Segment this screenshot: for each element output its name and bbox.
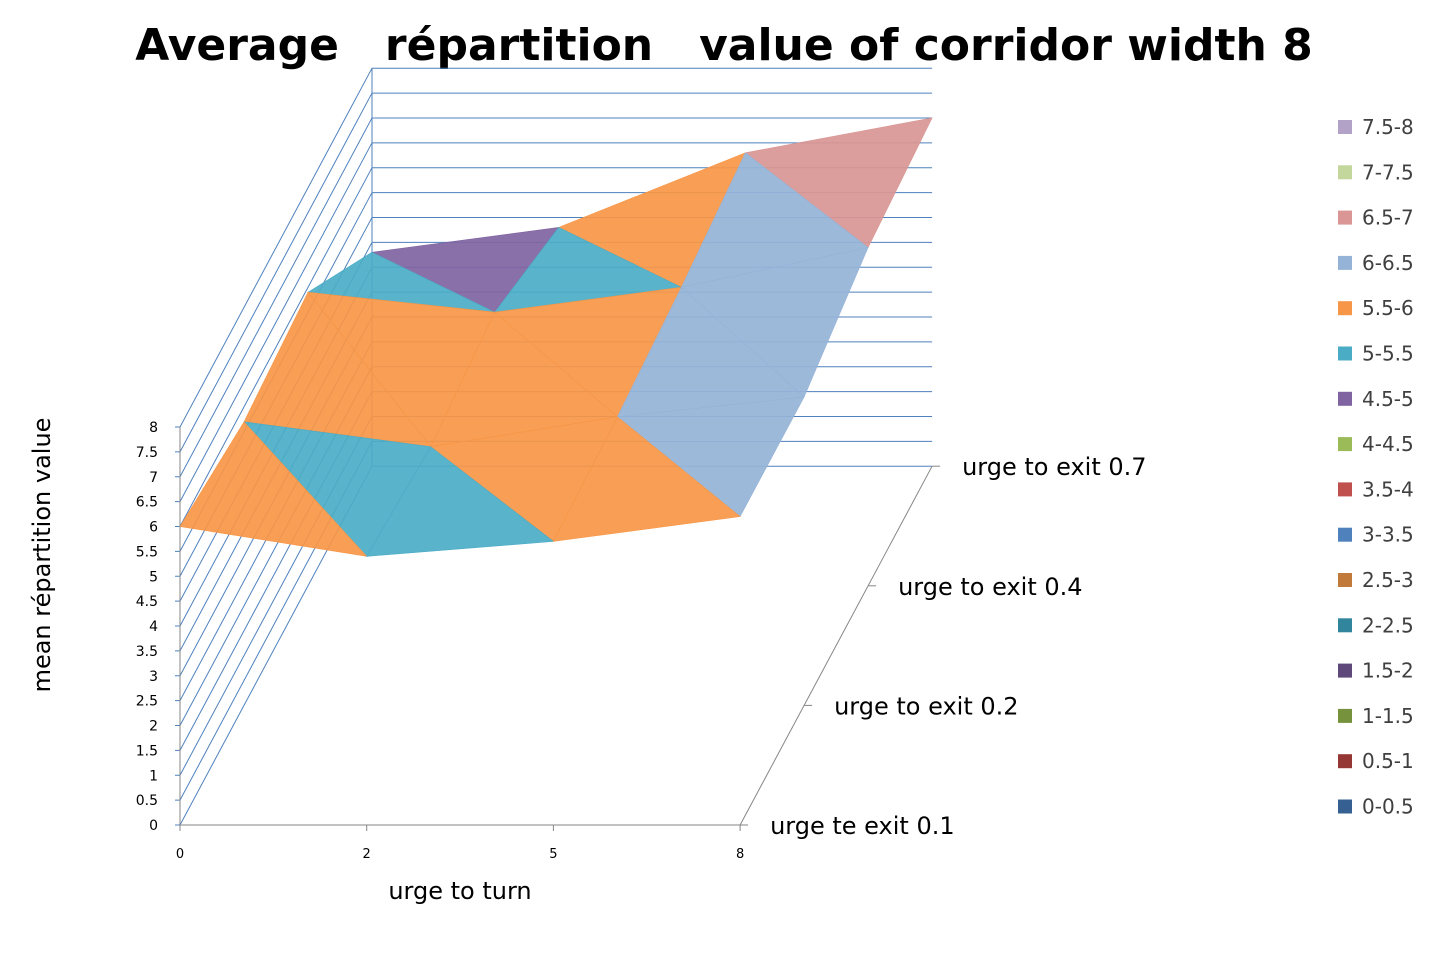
x-axis-title: urge to turn <box>388 877 531 905</box>
legend-item: 2.5-3 <box>1338 568 1414 592</box>
chart-axes <box>179 427 941 831</box>
legend-item: 7-7.5 <box>1338 160 1414 184</box>
legend-swatch <box>1338 391 1352 406</box>
legend-swatch <box>1338 437 1352 452</box>
z-tick-label: 2.5 <box>136 694 158 710</box>
z-tick-label: 5.5 <box>136 544 158 560</box>
legend-swatch <box>1338 482 1352 497</box>
z-axis-title: mean répartition value <box>28 418 56 693</box>
legend-swatch <box>1338 573 1352 587</box>
surface-plot <box>179 117 933 557</box>
legend-label: 1.5-2 <box>1362 659 1414 683</box>
vertical-axis-ticks: 0 0.5 1 1.5 2 2.5 3 3.5 4 4.5 5 5.5 6 6.5 7 7.5 8 <box>136 420 158 834</box>
legend-item: 6.5-7 <box>1338 206 1414 230</box>
legend-label: 3.5-4 <box>1362 477 1414 501</box>
series-label: urge to exit 0.7 <box>962 453 1146 481</box>
legend-label: 2-2.5 <box>1362 613 1414 637</box>
horizontal-axis-ticks: 0 2 5 8 <box>176 847 744 862</box>
legend-label: 6-6.5 <box>1362 251 1414 275</box>
series-label: urge to exit 0.2 <box>834 692 1018 720</box>
legend-item: 3-3.5 <box>1338 523 1414 547</box>
z-tick-label: 2 <box>149 719 158 735</box>
z-tick-label: 1 <box>149 768 158 784</box>
legend-label: 2.5-3 <box>1362 568 1414 592</box>
legend-label: 4.5-5 <box>1362 387 1414 411</box>
legend-label: 5.5-6 <box>1362 296 1414 320</box>
chart-title: Average répartition value of corridor wi… <box>135 20 1313 71</box>
legend-item: 0.5-1 <box>1338 749 1414 773</box>
legend-label: 0-0.5 <box>1362 795 1414 819</box>
z-tick-label: 3 <box>149 669 158 685</box>
x-tick-label: 0 <box>176 847 184 862</box>
gridline <box>175 92 933 453</box>
legend-swatch <box>1338 618 1352 633</box>
legend-label: 5-5.5 <box>1362 342 1414 366</box>
legend-label: 0.5-1 <box>1362 749 1414 773</box>
legend-item: 1-1.5 <box>1338 704 1414 728</box>
legend-swatch <box>1338 346 1352 361</box>
surface-facet <box>366 446 555 557</box>
z-tick-label: 7 <box>149 470 158 486</box>
z-tick-label: 7.5 <box>136 445 158 461</box>
gridline <box>175 67 933 428</box>
depth-axis-line <box>739 465 933 826</box>
legend-item: 5-5.5 <box>1338 342 1414 366</box>
legend-item: 4.5-5 <box>1338 387 1414 411</box>
legend-item: 5.5-6 <box>1338 296 1414 320</box>
x-tick-label: 2 <box>363 847 371 862</box>
legend-item: 6-6.5 <box>1338 251 1414 275</box>
legend-label: 7-7.5 <box>1362 160 1414 184</box>
z-tick-label: 6.5 <box>136 495 158 511</box>
gridline <box>175 167 933 527</box>
z-tick-label: 0 <box>149 818 158 834</box>
x-tick-label: 8 <box>736 847 744 862</box>
z-tick-label: 3.5 <box>136 644 158 660</box>
series-label: urge te exit 0.1 <box>770 812 955 840</box>
legend-swatch <box>1338 663 1352 678</box>
depth-axis-labels: urge te exit 0.1 urge to exit 0.2 urge to … <box>770 453 1146 840</box>
legend-swatch <box>1338 210 1352 225</box>
legend-swatch <box>1338 527 1352 542</box>
legend-swatch <box>1338 120 1352 134</box>
z-tick-label: 6 <box>149 520 158 536</box>
surface-facet <box>552 416 741 542</box>
z-tick-label: 0.5 <box>136 793 158 809</box>
legend-item: 4-4.5 <box>1338 432 1414 456</box>
x-tick-label: 5 <box>549 847 557 862</box>
gridline <box>175 117 933 478</box>
legend-label: 4-4.5 <box>1362 432 1414 456</box>
legend-swatch <box>1338 301 1352 316</box>
z-tick-label: 1.5 <box>136 743 158 759</box>
legend-swatch <box>1338 165 1352 180</box>
legend-item: 2-2.5 <box>1338 613 1414 637</box>
z-tick-label: 4 <box>149 619 158 635</box>
legend-label: 1-1.5 <box>1362 704 1414 728</box>
legend-label: 3-3.5 <box>1362 523 1414 547</box>
surface-facet <box>179 421 368 557</box>
legend-swatch <box>1338 754 1352 769</box>
z-tick-label: 5 <box>149 569 158 585</box>
legend-item: 0-0.5 <box>1338 795 1414 819</box>
legend-swatch <box>1338 708 1352 723</box>
z-tick-label: 4.5 <box>136 594 158 610</box>
legend-label: 6.5-7 <box>1362 206 1414 230</box>
legend-item: 3.5-4 <box>1338 477 1414 501</box>
z-tick-label: 8 <box>149 420 158 436</box>
series-label: urge to exit 0.4 <box>898 573 1082 601</box>
legend-label: 7.5-8 <box>1362 115 1414 139</box>
gridline <box>175 142 933 503</box>
legend: 7.5-8 7-7.5 6.5-7 6-6.5 5.5-6 5-5.5 4.5-5 4-4.5… <box>1338 115 1414 819</box>
legend-item: 7.5-8 <box>1338 115 1414 139</box>
legend-swatch <box>1338 255 1352 270</box>
legend-item: 1.5-2 <box>1338 659 1414 683</box>
legend-swatch <box>1338 799 1352 814</box>
